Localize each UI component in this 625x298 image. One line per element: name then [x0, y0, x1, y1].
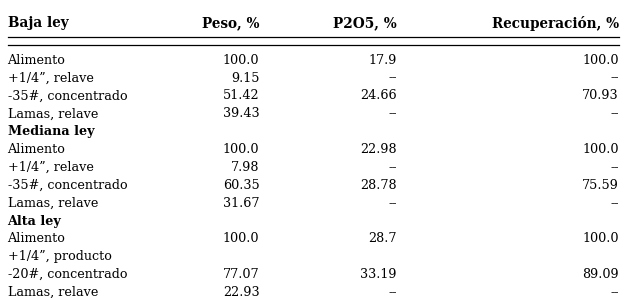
Text: --: -- [388, 107, 397, 120]
Text: 100.0: 100.0 [223, 232, 259, 246]
Text: 39.43: 39.43 [222, 107, 259, 120]
Text: Lamas, relave: Lamas, relave [8, 107, 98, 120]
Text: 100.0: 100.0 [582, 232, 619, 246]
Text: 70.93: 70.93 [582, 89, 619, 103]
Text: Alimento: Alimento [8, 54, 66, 67]
Text: Recuperación, %: Recuperación, % [492, 16, 619, 31]
Text: 22.93: 22.93 [222, 286, 259, 298]
Text: -20#, concentrado: -20#, concentrado [8, 268, 127, 281]
Text: +1/4”, producto: +1/4”, producto [8, 250, 111, 263]
Text: --: -- [388, 72, 397, 85]
Text: -35#, concentrado: -35#, concentrado [8, 89, 127, 103]
Text: Alta ley: Alta ley [8, 215, 61, 228]
Text: --: -- [610, 107, 619, 120]
Text: 100.0: 100.0 [582, 143, 619, 156]
Text: Mediana ley: Mediana ley [8, 125, 94, 138]
Text: Lamas, relave: Lamas, relave [8, 286, 98, 298]
Text: +1/4”, relave: +1/4”, relave [8, 72, 93, 85]
Text: 75.59: 75.59 [582, 179, 619, 192]
Text: --: -- [388, 161, 397, 174]
Text: 7.98: 7.98 [231, 161, 259, 174]
Text: 31.67: 31.67 [223, 197, 259, 210]
Text: 28.78: 28.78 [360, 179, 397, 192]
Text: Baja ley: Baja ley [8, 16, 68, 30]
Text: 51.42: 51.42 [222, 89, 259, 103]
Text: +1/4”, relave: +1/4”, relave [8, 161, 93, 174]
Text: --: -- [610, 286, 619, 298]
Text: 33.19: 33.19 [361, 268, 397, 281]
Text: 28.7: 28.7 [368, 232, 397, 246]
Text: Alimento: Alimento [8, 232, 66, 246]
Text: 17.9: 17.9 [369, 54, 397, 67]
Text: 22.98: 22.98 [360, 143, 397, 156]
Text: 100.0: 100.0 [223, 54, 259, 67]
Text: --: -- [388, 286, 397, 298]
Text: 100.0: 100.0 [582, 54, 619, 67]
Text: --: -- [610, 197, 619, 210]
Text: 60.35: 60.35 [222, 179, 259, 192]
Text: 9.15: 9.15 [231, 72, 259, 85]
Text: Peso, %: Peso, % [202, 16, 259, 30]
Text: 89.09: 89.09 [582, 268, 619, 281]
Text: --: -- [388, 197, 397, 210]
Text: 77.07: 77.07 [222, 268, 259, 281]
Text: Lamas, relave: Lamas, relave [8, 197, 98, 210]
Text: 24.66: 24.66 [360, 89, 397, 103]
Text: --: -- [610, 161, 619, 174]
Text: P2O5, %: P2O5, % [333, 16, 397, 30]
Text: --: -- [610, 72, 619, 85]
Text: Alimento: Alimento [8, 143, 66, 156]
Text: 100.0: 100.0 [223, 143, 259, 156]
Text: -35#, concentrado: -35#, concentrado [8, 179, 127, 192]
